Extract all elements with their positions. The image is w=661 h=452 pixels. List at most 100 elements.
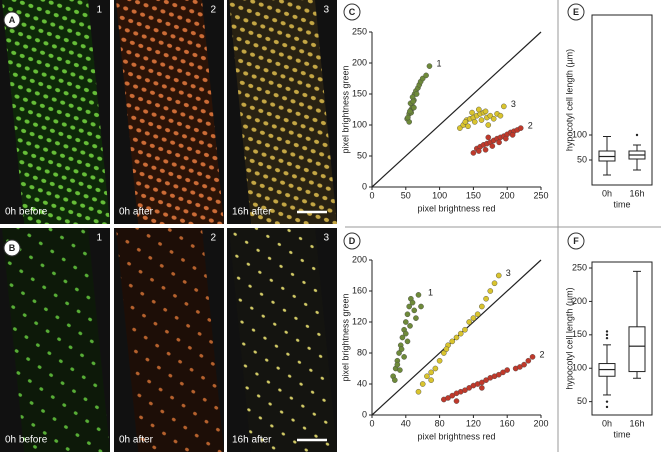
y-tick-label: 100 [572,129,587,139]
point [529,354,536,360]
point [396,350,402,356]
series-label: 3 [506,268,511,278]
point [423,72,429,79]
y-tick-label: 100 [572,363,587,373]
x-tick-label: 50 [401,190,411,200]
x-tick-label: 0 [369,190,374,200]
point [503,135,509,142]
point [476,106,482,113]
point [401,354,407,360]
image-caption: 16h after [232,207,272,218]
box [628,326,646,373]
point [410,98,417,105]
micrograph-tissue [116,228,224,452]
point [465,123,471,130]
point [402,319,409,325]
x-tick-label: 120 [466,418,481,428]
series-label: 3 [511,99,516,109]
y-tick-label: 160 [352,285,367,295]
image-caption: 0h before [5,207,48,218]
panel-letter-badge [343,3,361,21]
y-axis-label: pixel brightness green [340,293,350,381]
point [466,319,472,325]
outlier [605,333,609,337]
point [462,387,468,394]
point [426,63,433,69]
point [404,311,411,318]
point [419,381,426,387]
y-tick-label: 0 [362,409,367,419]
y-tick-label: 100 [352,119,367,129]
x-tick-label: 100 [432,190,447,200]
image-number: 3 [323,233,329,244]
y-tick-label: 250 [572,262,587,272]
point [517,364,523,370]
point [413,91,420,97]
point [500,369,506,376]
panel-letter: C [349,7,356,17]
point [411,104,417,111]
image-number: 1 [96,233,102,244]
micrograph-tissue [2,0,110,224]
point [415,388,422,395]
point [504,367,511,373]
point [466,385,472,391]
series-label: 2 [528,120,533,130]
x-tick-label: 0 [369,418,374,428]
point [394,361,401,368]
image-number: 2 [210,5,216,16]
point [509,132,516,138]
panel-letter-badge [3,239,21,257]
outlier [605,336,609,340]
point [413,315,419,321]
point [405,114,411,121]
point [404,338,411,345]
point [496,139,502,146]
x-tick-label: 40 [401,418,411,428]
panel-letter-badge [343,232,361,250]
panel-letter: F [573,236,579,246]
micrograph-tissue [229,0,337,224]
panel-letter: D [349,236,356,246]
x-tick-label: 16h [629,418,644,428]
x-axis-label: pixel brightness red [417,203,495,213]
y-tick-label: 200 [352,57,367,67]
y-tick-label: 120 [352,316,367,326]
point [474,311,481,318]
point [501,103,507,110]
y-tick-label: 200 [352,254,367,264]
y-axis-label: pixel brightness green [340,65,350,153]
panel-letter-badge [3,11,21,29]
micrograph-tissue [116,0,224,224]
series-label: 2 [540,349,545,359]
outlier [635,133,639,137]
y-tick-label: 50 [577,396,587,406]
point [483,295,489,302]
point [411,307,418,314]
identity-line [371,31,542,188]
point [436,357,443,364]
point [453,398,460,404]
point [415,292,422,298]
point [482,108,489,115]
point [418,303,424,310]
point [407,323,413,329]
point [449,392,456,399]
point [482,146,489,153]
point [471,119,478,125]
point [495,371,502,378]
point [483,377,489,383]
point [397,367,403,373]
y-tick-label: 80 [357,347,367,357]
image-caption: 0h after [119,207,154,218]
y-axis-label: hypocotyl cell length (µm) [564,287,574,389]
point [517,125,524,131]
outlier [605,400,609,403]
image-number: 3 [323,5,329,16]
point [409,299,416,306]
point [443,346,450,352]
panel-letter-badge [567,3,585,21]
point [470,150,477,156]
panel-letter: A [9,15,16,25]
